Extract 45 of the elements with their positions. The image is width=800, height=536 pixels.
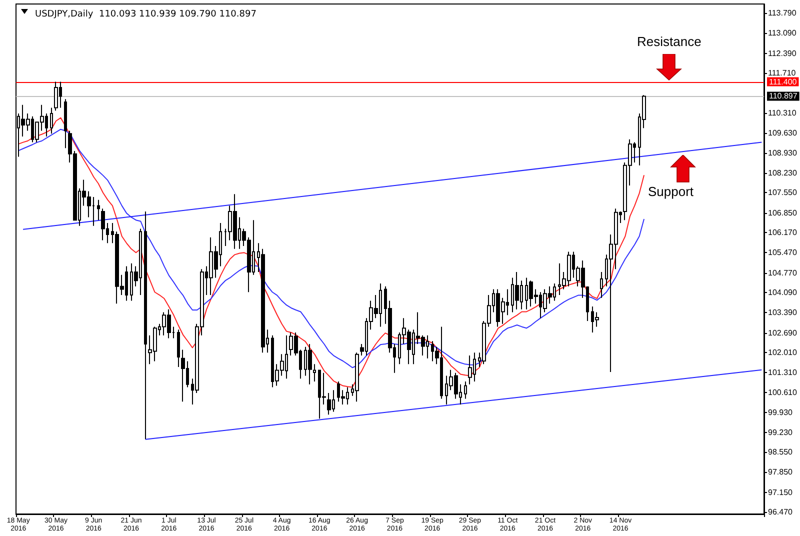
- annotation: Support: [648, 184, 694, 199]
- candlestick: [144, 210, 147, 440]
- y-tick-label: 99.930: [768, 408, 794, 417]
- candlestick: [600, 271, 603, 298]
- y-tick-label: 113.790: [768, 8, 797, 18]
- y-tick-label: 101.310: [768, 368, 798, 378]
- candlestick: [468, 355, 472, 385]
- y-tick-label: 99.230: [768, 428, 794, 437]
- y-tick-label: 112.390: [768, 48, 797, 58]
- candlestick: [327, 392, 331, 416]
- candlestick: [181, 349, 185, 402]
- y-tick-label: 100.610: [768, 388, 798, 398]
- y-tick-label: 102.010: [768, 348, 798, 357]
- candlestick: [64, 98, 67, 149]
- candlestick: [515, 271, 519, 310]
- annotation: Resistance: [637, 34, 702, 49]
- ref-line-label: 110.897: [769, 92, 798, 101]
- y-tick-label: 108.930: [768, 148, 798, 158]
- y-tick-label: 109.630: [768, 128, 798, 138]
- candlestick: [101, 208, 105, 241]
- y-tick-label: 111.710: [768, 68, 796, 78]
- y-tick-label: 96.470: [768, 507, 794, 516]
- candlestick: [54, 81, 58, 112]
- candlestick: [177, 329, 180, 368]
- candlestick: [50, 107, 53, 134]
- y-tick-label: 106.170: [768, 228, 798, 237]
- candlestick: [464, 380, 467, 400]
- y-tick-label: 110.310: [768, 108, 797, 118]
- y-tick-label: 104.770: [768, 268, 798, 278]
- candlestick: [97, 199, 100, 221]
- y-tick-label: 113.090: [768, 28, 797, 38]
- ref-line-label: 111.400: [769, 77, 798, 86]
- y-tick-label: 106.850: [768, 208, 798, 218]
- y-tick-label: 103.390: [768, 308, 798, 318]
- y-tick-label: 98.550: [768, 448, 794, 457]
- y-tick-label: 102.690: [768, 328, 798, 338]
- y-tick-label: 105.470: [768, 248, 798, 258]
- y-tick-label: 108.230: [768, 168, 798, 178]
- y-tick-label: 97.850: [768, 468, 794, 477]
- y-tick-label: 107.550: [768, 188, 798, 198]
- text: USDJPY,Daily 110.093 110.939 109.790 110.897: [35, 10, 256, 20]
- candlestick: [355, 352, 359, 402]
- candlestick: [308, 344, 312, 385]
- y-tick-label: 97.150: [768, 488, 794, 497]
- y-tick-label: 104.090: [768, 288, 798, 297]
